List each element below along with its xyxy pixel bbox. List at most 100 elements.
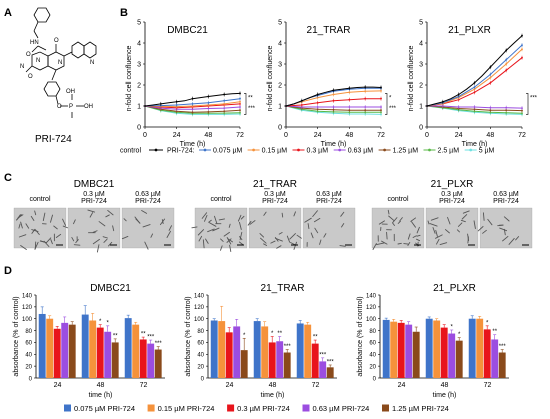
growth-point (223, 107, 226, 109)
cell-shape (34, 241, 39, 250)
legend-label: 0.63 µM (348, 148, 374, 155)
cell-shape (392, 222, 395, 226)
cell-shape (103, 238, 108, 243)
growth-point (207, 95, 210, 98)
cell-shape (20, 245, 27, 250)
atom-oh2: OH (84, 104, 93, 110)
significance-label: ** (113, 333, 118, 339)
bar (425, 318, 433, 378)
cell-shape (208, 219, 212, 223)
significance-label: * (243, 333, 246, 339)
compound-name: PRI-724 (35, 134, 72, 145)
micrograph-image (13, 207, 70, 250)
growth-point (223, 93, 226, 96)
growth-point (348, 98, 351, 101)
growth-point (457, 106, 460, 108)
cell-shape (141, 210, 148, 214)
cell-shape (270, 240, 276, 244)
cell-shape (208, 222, 217, 227)
cell-shape (388, 215, 395, 222)
growth-point (316, 108, 319, 111)
y-tick-label: 5 (419, 20, 423, 27)
growth-point (505, 109, 508, 112)
cell-shape (227, 238, 233, 243)
growth-point (239, 103, 241, 105)
growth-point (348, 109, 351, 112)
growth-point (457, 93, 460, 96)
x-tick-label: 48 (486, 132, 494, 139)
atom-o2: O (54, 38, 59, 44)
micrograph-label: PRI-724 (262, 198, 288, 205)
micrograph-background (302, 207, 356, 249)
growth-point (332, 108, 335, 111)
bar (491, 339, 499, 378)
bar (304, 324, 312, 378)
y-tick-label: 3 (278, 62, 282, 69)
cell-shape (503, 216, 510, 222)
growth-point (191, 111, 194, 114)
significance-label: *** (389, 106, 397, 112)
atom-oh1: OH (66, 89, 75, 95)
x-tick-label: 24 (455, 132, 463, 139)
cell-shape (142, 224, 151, 228)
cell-shape (212, 227, 220, 232)
growth-point (505, 111, 508, 114)
legend-prefix: PRI-724: (167, 148, 195, 155)
micrograph-background (121, 207, 175, 249)
cell-shape (39, 240, 45, 243)
bar-chart-title: 21_PLXR (433, 283, 476, 294)
legend-control-marker (154, 148, 158, 152)
cell-shape (201, 212, 208, 219)
panel-letter-c: C (4, 172, 12, 184)
bar-chart-title: 21_TRAR (261, 283, 305, 294)
y-tick-label: 2 (278, 83, 282, 90)
cell-shape (42, 212, 46, 222)
y-tick-label: 5 (137, 20, 141, 27)
cell-shape (112, 225, 115, 232)
cell-shape (92, 238, 100, 245)
bar-legend-label: 0.15 µM PRI-724 (158, 404, 215, 413)
growth-series-line (426, 35, 523, 107)
x-tick-label: 0 (284, 132, 288, 139)
cell-shape (462, 210, 470, 214)
panel-letter-d: D (4, 265, 12, 277)
growth-point (380, 86, 382, 89)
x-tick-label: 24 (314, 132, 322, 139)
growth-point (380, 97, 382, 100)
cell-shape (435, 234, 443, 239)
micrograph-label: 0.3 µM (441, 191, 463, 198)
bar (240, 350, 248, 378)
legend-label: 0.15 µM (262, 148, 288, 155)
cell-shape (166, 230, 171, 238)
atom-nh: HN (30, 40, 39, 46)
bar (139, 339, 147, 378)
cell-shape (18, 234, 27, 238)
significance-label: * (99, 319, 102, 325)
legend-marker (203, 148, 207, 152)
growth-point (489, 76, 492, 79)
y-tick-label: 2 (419, 83, 423, 90)
significance-label: *** (155, 341, 163, 347)
atom-o1: O (26, 52, 31, 58)
significance-label: *** (147, 335, 155, 341)
bar-legend-swatch (64, 404, 71, 412)
cell-shape (412, 235, 417, 238)
atom-o3: O (28, 74, 33, 80)
micrograph-background (13, 207, 67, 249)
bar (476, 318, 484, 378)
legend-label: 0.3 µM (307, 148, 329, 155)
cell-shape (144, 241, 149, 250)
significance-label: * (451, 324, 454, 330)
cell-shape (372, 243, 377, 250)
x-axis-label: time (h) (261, 392, 285, 399)
growth-point (239, 97, 241, 100)
micrograph-image (371, 207, 425, 250)
micrograph-label: 0.63 µM (493, 191, 519, 198)
growth-point (159, 103, 162, 105)
cell-shape (108, 241, 113, 247)
growth-point (489, 82, 492, 84)
significance-label: * (389, 96, 392, 102)
y-tick-label: 20 (369, 364, 376, 370)
